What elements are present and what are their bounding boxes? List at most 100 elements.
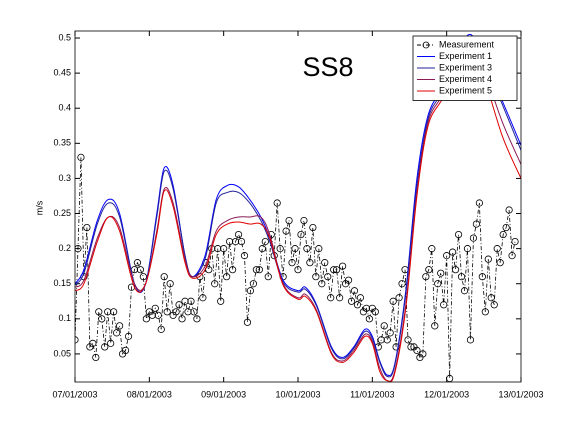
measurement-point xyxy=(383,336,391,344)
measurement-point xyxy=(282,227,290,235)
y-tick-label: 0.45 xyxy=(53,67,71,77)
y-tick-label: 0.3 xyxy=(58,173,71,183)
measurement-point xyxy=(258,245,266,253)
measurement-point xyxy=(276,245,284,253)
measurement-point xyxy=(463,245,472,253)
measurement-point xyxy=(472,220,480,228)
measurement-point xyxy=(422,273,430,281)
measurement-point xyxy=(139,273,147,281)
measurement-point xyxy=(148,311,156,319)
measurement-point xyxy=(133,259,142,267)
measurement-point xyxy=(505,206,513,214)
measurement-point xyxy=(425,266,433,274)
measurement-point xyxy=(353,301,362,309)
measurement-point xyxy=(398,280,406,288)
measurement-point xyxy=(190,308,198,316)
measurement-point xyxy=(288,259,296,267)
measurement-point xyxy=(333,266,341,274)
measurement-point xyxy=(104,308,112,316)
y-tick-label: 0.15 xyxy=(53,278,71,288)
measurement-point xyxy=(336,294,344,302)
measurement-point xyxy=(350,287,359,295)
measurement-point xyxy=(362,304,370,312)
model-line xyxy=(75,37,521,378)
measurement-point xyxy=(178,315,186,323)
legend-label: Experiment 1 xyxy=(439,51,492,61)
measurement-point xyxy=(443,252,451,260)
measurement-point xyxy=(95,308,103,316)
measurement-point xyxy=(493,245,501,253)
measurement-point xyxy=(175,301,183,309)
x-tick-label: 09/01/2003 xyxy=(201,389,246,399)
measurement-point xyxy=(338,262,347,270)
measurement-point xyxy=(231,238,240,246)
measurement-point xyxy=(172,308,180,316)
measurement-point xyxy=(214,245,222,253)
measurement-point xyxy=(413,346,421,355)
measurement-point xyxy=(380,322,388,330)
measurement-point xyxy=(163,308,171,316)
measurement-point xyxy=(101,343,109,351)
measurement-point xyxy=(496,259,504,267)
measurement-point xyxy=(124,332,133,340)
measurement-point xyxy=(511,238,519,246)
measurement-point xyxy=(478,273,486,281)
measurement-point xyxy=(273,199,281,207)
legend-label: Measurement xyxy=(439,39,495,49)
measurement-point xyxy=(309,223,317,232)
measurement-point xyxy=(77,153,85,161)
axes-box xyxy=(74,30,522,383)
measurement-point xyxy=(285,216,293,225)
measurement-point xyxy=(327,294,335,302)
measurement-point xyxy=(484,255,492,263)
measurement-point xyxy=(469,234,478,242)
y-tick-label: 0.4 xyxy=(58,103,71,113)
measurement-point xyxy=(89,339,97,347)
measurement-point xyxy=(246,287,255,295)
measurement-point xyxy=(499,230,507,239)
measurement-point xyxy=(457,273,466,281)
measurement-point xyxy=(386,329,394,337)
measurement-point xyxy=(142,315,150,323)
x-tick-label: 11/01/2003 xyxy=(350,389,394,399)
x-tick-label: 10/01/2003 xyxy=(275,389,320,399)
measurement-point xyxy=(481,308,489,316)
measurement-point xyxy=(324,273,332,281)
measurement-point xyxy=(377,336,385,344)
legend-label: Experiment 4 xyxy=(439,74,492,84)
measurement-point xyxy=(356,294,365,302)
measurement-point xyxy=(151,304,159,312)
measurement-point xyxy=(255,266,263,274)
measurement-point xyxy=(211,280,219,288)
measurement-point xyxy=(136,266,145,274)
measurement-point xyxy=(243,318,252,326)
measurement-point xyxy=(184,308,192,316)
measurement-point xyxy=(75,245,82,253)
y-tick-label: 0.2 xyxy=(58,243,71,253)
measurement-line xyxy=(75,157,516,379)
measurement-point xyxy=(193,315,201,323)
measurement-point xyxy=(217,297,225,305)
measurement-point xyxy=(237,238,246,246)
measurement-point xyxy=(121,346,130,355)
measurement-point xyxy=(344,276,353,284)
x-tick-label: 07/01/2003 xyxy=(52,389,97,399)
measurement-point xyxy=(502,223,510,232)
x-tick-label: 08/01/2003 xyxy=(127,389,172,399)
plot-lines xyxy=(75,34,521,382)
measurement-point xyxy=(223,273,231,281)
measurement-point xyxy=(166,280,174,288)
measurement-point xyxy=(318,280,326,288)
measurement-point xyxy=(181,297,189,305)
measurement-point xyxy=(228,266,237,274)
measurement-point xyxy=(451,266,460,274)
measurement-point xyxy=(113,329,121,337)
measurement-point xyxy=(419,350,427,358)
measurement-point xyxy=(234,230,243,239)
measurement-point xyxy=(226,238,234,246)
measurement-point xyxy=(264,273,272,281)
y-tick-label: 0.1 xyxy=(58,313,71,323)
measurement-point xyxy=(116,322,124,330)
measurement-point xyxy=(107,339,115,347)
